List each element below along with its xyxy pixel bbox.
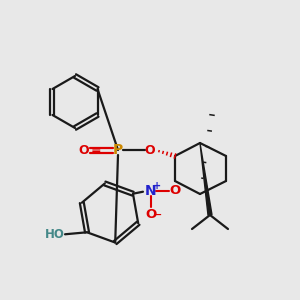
Text: N: N — [145, 184, 157, 198]
Text: −: − — [153, 210, 163, 220]
Text: P: P — [113, 143, 123, 157]
Polygon shape — [200, 143, 212, 215]
Text: O: O — [169, 184, 181, 197]
Text: O: O — [145, 143, 155, 157]
Text: HO: HO — [45, 228, 65, 241]
Text: =: = — [91, 143, 101, 157]
Text: O: O — [146, 208, 157, 221]
Text: +: + — [153, 181, 161, 191]
Text: O: O — [79, 143, 89, 157]
